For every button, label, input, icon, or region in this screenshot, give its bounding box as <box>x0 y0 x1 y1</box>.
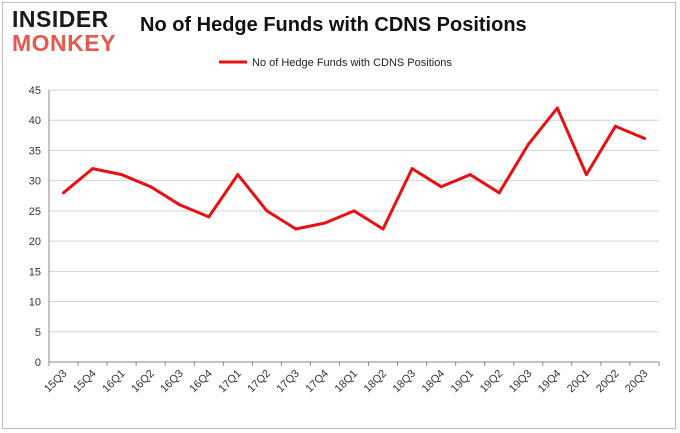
x-tick-label: 20Q2 <box>594 368 622 396</box>
x-tick-label: 16Q1 <box>100 368 128 396</box>
data-point <box>352 209 356 213</box>
y-tick-label: 40 <box>29 115 41 127</box>
data-point <box>91 167 95 171</box>
data-point <box>207 215 211 219</box>
x-tick-label: 18Q1 <box>333 368 361 396</box>
data-point <box>410 167 414 171</box>
legend-label: No of Hedge Funds with CDNS Positions <box>252 57 452 69</box>
x-tick-label: 16Q4 <box>187 368 215 396</box>
x-tick-label: 19Q1 <box>449 368 477 396</box>
data-point <box>236 173 240 177</box>
data-point <box>323 221 327 225</box>
data-point <box>613 124 617 128</box>
x-tick-label: 19Q3 <box>507 368 535 396</box>
y-tick-label: 45 <box>29 85 41 97</box>
y-tick-label: 30 <box>29 176 41 188</box>
chart-title: No of Hedge Funds with CDNS Positions <box>140 14 527 36</box>
data-point <box>149 185 153 189</box>
axes <box>48 90 659 363</box>
data-point <box>265 209 269 213</box>
data-point <box>178 203 182 207</box>
x-tick-label: 17Q1 <box>216 368 244 396</box>
chart-frame <box>2 2 676 429</box>
data-point <box>439 185 443 189</box>
data-point <box>381 227 385 231</box>
x-tick-label: 17Q3 <box>275 368 303 396</box>
x-tick-label: 20Q1 <box>565 368 593 396</box>
data-point <box>555 106 559 110</box>
x-tick-label: 15Q3 <box>42 368 70 396</box>
x-tick-label: 18Q2 <box>362 368 390 396</box>
x-tick-label: 17Q4 <box>304 368 332 396</box>
data-point <box>294 227 298 231</box>
x-tick-label: 17Q2 <box>245 368 273 396</box>
data-point <box>120 173 124 177</box>
data-point <box>497 191 501 195</box>
y-tick-label: 20 <box>29 236 41 248</box>
legend: No of Hedge Funds with CDNS Positions <box>219 57 452 69</box>
data-point <box>468 173 472 177</box>
insider-monkey-logo: INSIDER MONKEY <box>12 7 130 57</box>
y-tick-label: 25 <box>29 206 41 218</box>
x-tick-label: 19Q2 <box>478 368 506 396</box>
data-point <box>584 173 588 177</box>
x-tick-label: 15Q4 <box>71 368 99 396</box>
data-point <box>526 142 530 146</box>
y-tick-label: 35 <box>29 145 41 157</box>
data-point <box>642 136 646 140</box>
series-layer <box>62 106 646 231</box>
logo-line-2: MONKEY <box>12 30 116 56</box>
y-tick-label: 0 <box>35 357 41 369</box>
y-axis-ticks: 0 5 10 15 20 25 30 35 40 45 <box>29 85 41 369</box>
x-tick-label: 16Q3 <box>158 368 186 396</box>
x-tick-label: 18Q3 <box>391 368 419 396</box>
x-tick-label: 20Q3 <box>623 368 651 396</box>
y-tick-label: 5 <box>35 327 41 339</box>
x-axis-ticks: 15Q3 15Q4 16Q1 16Q2 16Q3 16Q4 17Q1 17Q2 17Q3 17Q4… <box>42 362 660 396</box>
logo-line-1: INSIDER <box>12 6 109 32</box>
y-tick-label: 10 <box>29 297 41 309</box>
x-tick-label: 16Q2 <box>129 368 157 396</box>
data-point <box>62 191 66 195</box>
x-tick-label: 18Q4 <box>420 368 448 396</box>
y-tick-label: 15 <box>29 266 41 278</box>
x-tick-label: 19Q4 <box>536 368 564 396</box>
